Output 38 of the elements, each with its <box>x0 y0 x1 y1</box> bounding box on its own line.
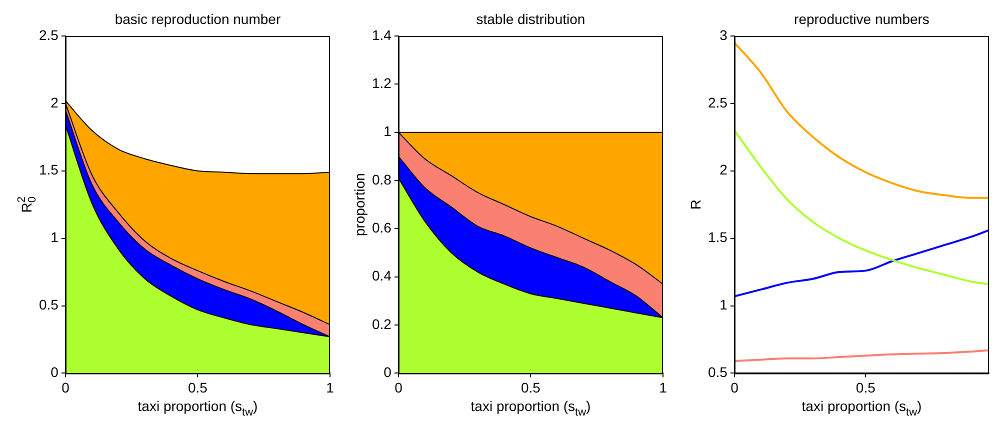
x-tick-label: 0.5 <box>856 379 876 396</box>
x-tick-label: 0 <box>394 379 403 396</box>
y-tick-label: 0.5 <box>708 364 728 380</box>
y-tick-label: 1.5 <box>38 162 59 178</box>
y-tick-label: 2.5 <box>708 94 728 110</box>
line-series <box>734 129 989 286</box>
x-tick-label: 0 <box>62 379 70 396</box>
y-tick-label: 1.4 <box>372 26 392 43</box>
x-tick-label: 0.5 <box>520 379 541 396</box>
y-axis-title: R02 <box>16 196 39 213</box>
chart-title: basic reproduction number <box>114 11 281 27</box>
y-tick-label: 1 <box>50 229 59 246</box>
y-tick-label: 3 <box>720 26 728 43</box>
y-tick-label: 1 <box>384 123 392 140</box>
y-axis-title: R <box>687 200 704 210</box>
chart-title: stable distribution <box>476 11 586 27</box>
y-tick-label: 2 <box>720 162 728 178</box>
line-series <box>734 229 989 298</box>
y-tick-label: 1.5 <box>708 229 728 246</box>
x-tick-label: 0 <box>730 379 739 396</box>
x-tick-label: 1 <box>659 379 668 396</box>
y-axis-title: proportion <box>351 173 368 236</box>
y-tick-label: 0.2 <box>372 316 392 332</box>
y-tick-label: 1.2 <box>372 75 392 92</box>
x-tick-label: 1 <box>326 379 334 396</box>
y-tick-label: 0.5 <box>38 296 59 313</box>
x-tick-label: 0.5 <box>188 379 208 396</box>
y-tick-label: 0.8 <box>372 171 392 188</box>
y-tick-label: 2 <box>50 94 59 110</box>
chart-title: reproductive numbers <box>794 11 930 27</box>
y-tick-label: 0.4 <box>372 268 392 284</box>
y-tick-label: 2.5 <box>38 26 59 43</box>
line-series <box>734 349 989 362</box>
y-tick-label: 0 <box>384 364 392 380</box>
y-tick-label: 1 <box>720 296 728 313</box>
y-tick-label: 0.6 <box>372 220 392 236</box>
line-series <box>734 42 989 199</box>
y-tick-label: 0 <box>50 364 59 380</box>
